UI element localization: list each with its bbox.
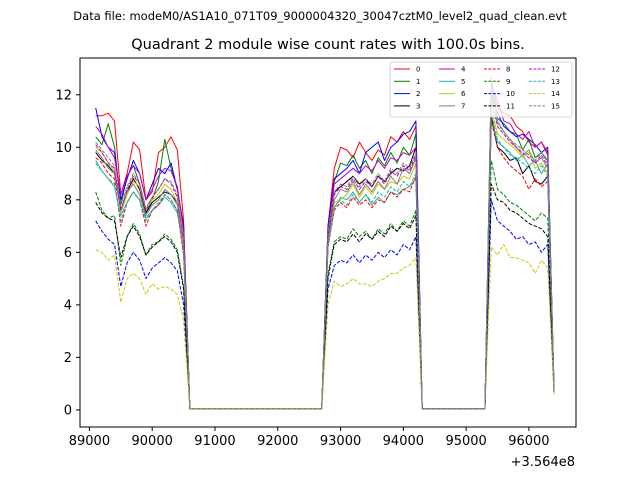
x-tick-label: 90000 (132, 434, 173, 449)
legend-label-10: 10 (506, 90, 515, 98)
y-tick-label: 4 (64, 298, 72, 313)
x-tick-label: 89000 (69, 434, 110, 449)
x-tick-label: 92000 (257, 434, 298, 449)
legend-label-0: 0 (416, 66, 420, 74)
plot-area: 89000 90000 91000 92000 93000 94000 95000 96000… (55, 57, 577, 449)
series-group (95, 75, 555, 410)
legend-box (389, 61, 573, 118)
y-tick-label: 0 (64, 403, 72, 418)
legend-label-9: 9 (506, 78, 510, 86)
series-line-12 (95, 99, 555, 410)
legend-label-3: 3 (416, 102, 420, 110)
y-tick-label: 12 (55, 88, 72, 103)
legend-label-5: 5 (461, 78, 465, 86)
legend-label-11: 11 (506, 102, 515, 110)
legend-label-14: 14 (551, 90, 560, 98)
y-tick-label: 8 (64, 193, 72, 208)
legend-label-4: 4 (461, 66, 466, 74)
x-axis-offset-label: +3.564e8 (511, 455, 575, 470)
series-line-15 (95, 96, 555, 410)
x-tick-label: 94000 (383, 434, 424, 449)
y-tick-label: 6 (64, 246, 72, 261)
legend-label-1: 1 (416, 78, 420, 86)
x-tick-label: 91000 (194, 434, 235, 449)
legend-label-2: 2 (416, 90, 420, 98)
y-tick-label: 10 (55, 141, 72, 156)
legend-label-6: 6 (461, 90, 466, 98)
x-tick-label: 95000 (445, 434, 486, 449)
chart-title: Quadrant 2 module wise count rates with … (131, 37, 525, 53)
legend-label-7: 7 (461, 102, 465, 110)
plot-frame (79, 57, 577, 428)
legend-label-13: 13 (551, 78, 560, 86)
x-tick-label: 96000 (508, 434, 549, 449)
chart-suptitle: Data file: modeM0/AS1A10_071T09_90000043… (73, 9, 567, 23)
legend-label-15: 15 (551, 102, 560, 110)
legend-label-12: 12 (551, 66, 560, 74)
legend-label-8: 8 (506, 66, 510, 74)
x-tick-label: 93000 (320, 434, 361, 449)
y-tick-label: 2 (64, 351, 72, 366)
